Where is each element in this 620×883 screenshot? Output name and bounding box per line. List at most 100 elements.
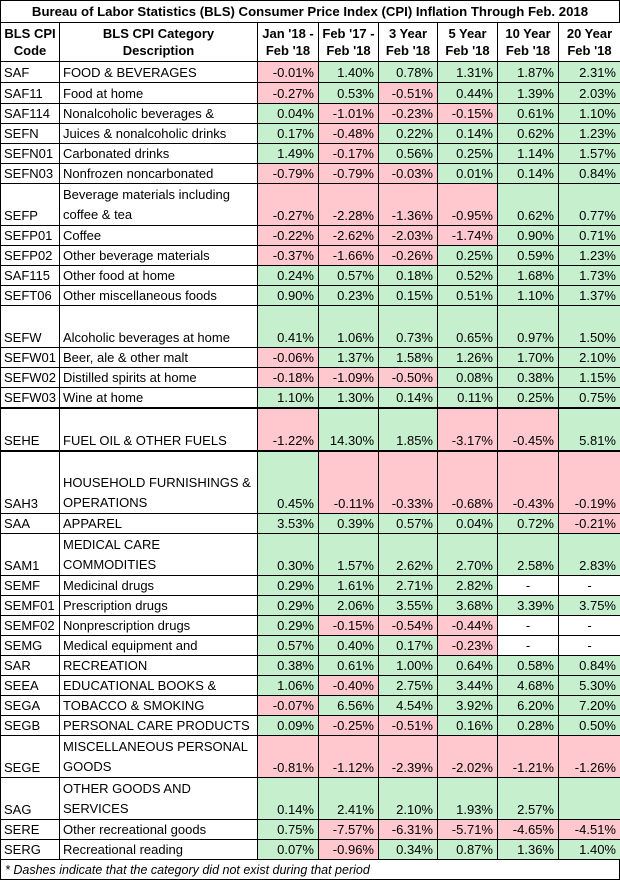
cell-description: Nonfrozen noncarbonated: [59, 163, 258, 184]
cell-value: 2.75%: [378, 675, 438, 696]
cell-value: 4.54%: [378, 695, 438, 716]
cell-value: 2.58%: [497, 533, 559, 576]
cell-value: 0.61%: [497, 103, 559, 124]
cell-value: -0.17%: [318, 143, 379, 164]
header-5-year: 5 Year Feb '18: [437, 22, 498, 62]
cell-code: SAG: [0, 777, 60, 820]
cell-code: SEGA: [0, 695, 60, 716]
table-row: SAG OTHER GOODS AND SERVICES 0.14% 2.41% 2.1…: [0, 777, 620, 820]
cell-value: 0.78%: [378, 61, 438, 83]
cell-value: 2.83%: [558, 533, 620, 576]
cell-code: SEMF02: [0, 615, 60, 636]
cell-value: -: [558, 635, 620, 656]
cell-value: 0.09%: [257, 715, 319, 736]
cell-description: Beverage materials including coffee & te…: [59, 183, 258, 226]
cell-value: 1.31%: [437, 61, 498, 83]
table-row: SEGB PERSONAL CARE PRODUCTS 0.09% -0.25% -0.…: [0, 715, 620, 736]
cell-value: 3.92%: [437, 695, 498, 716]
cell-value: 1.15%: [558, 367, 620, 388]
cell-value: -0.51%: [378, 715, 438, 736]
cell-code: SEFN01: [0, 143, 60, 164]
cell-value: -0.43%: [497, 450, 559, 514]
header-line: Feb '17 -: [322, 26, 375, 41]
header-line: BLS CPI: [4, 26, 56, 41]
table-row: SEMG Medical equipment and 0.57% 0.40% 0.17%…: [0, 635, 620, 656]
header-line: Feb '18: [445, 43, 490, 58]
table-row: SEFN03 Nonfrozen noncarbonated -0.79% -0.79…: [0, 163, 620, 184]
table-row: SERE Other recreational goods 0.75% -7.57% -…: [0, 819, 620, 840]
cell-value: 0.71%: [558, 225, 620, 246]
header-line: Code: [13, 43, 47, 58]
table-row: SAA APPAREL 3.53% 0.39% 0.57% 0.04% 0.72% -0.21…: [0, 513, 620, 534]
cell-value: 0.23%: [318, 285, 379, 306]
cell-value: 1.06%: [318, 305, 379, 348]
cell-description: RECREATION: [59, 655, 258, 676]
cell-description: Carbonated drinks: [59, 143, 258, 164]
cell-value: 0.29%: [257, 595, 319, 616]
cell-value: 1.23%: [558, 123, 620, 144]
cell-value: 0.29%: [257, 575, 319, 596]
cell-value: -0.68%: [437, 450, 498, 514]
cell-description: Food at home: [59, 82, 258, 104]
cell-code: SEMG: [0, 635, 60, 656]
cell-value: 3.44%: [437, 675, 498, 696]
table-body: SAF FOOD & BEVERAGES -0.01% 1.40% 0.78% 1.31%…: [0, 61, 620, 860]
cell-value: -1.22%: [257, 407, 319, 452]
header-line: Jan '18 -: [262, 26, 314, 41]
cell-description: Other food at home: [59, 265, 258, 286]
header-line: Feb '18: [326, 43, 371, 58]
header-3-year: 3 Year Feb '18: [378, 22, 438, 62]
cell-value: 4.68%: [497, 675, 559, 696]
cell-value: 0.30%: [257, 533, 319, 576]
cell-value: 0.50%: [558, 715, 620, 736]
cell-value: 0.87%: [437, 839, 498, 860]
cell-value: -0.19%: [558, 450, 620, 514]
cell-value: 0.65%: [437, 305, 498, 348]
cell-code: SEMF: [0, 575, 60, 596]
cell-value: 2.62%: [378, 533, 438, 576]
cell-value: 1.68%: [497, 265, 559, 286]
cell-value: -0.96%: [318, 839, 379, 860]
table-row: SEGE MISCELLANEOUS PERSONAL GOODS -0.81% -1…: [0, 735, 620, 778]
cell-description: Prescription drugs: [59, 595, 258, 616]
footnote: * Dashes indicate that the category did …: [0, 860, 620, 880]
cell-value: -1.74%: [437, 225, 498, 246]
cell-value: 2.57%: [497, 777, 559, 820]
header-line: Description: [122, 43, 195, 58]
header-line: 3 Year: [388, 26, 428, 41]
table-row: SAH3 HOUSEHOLD FURNISHINGS & OPERATIONS 0.…: [0, 450, 620, 514]
cell-value: 1.06%: [257, 675, 319, 696]
cell-value: 0.45%: [257, 450, 319, 514]
cell-description: Coffee: [59, 225, 258, 246]
header-line: Feb '18: [567, 43, 612, 58]
cell-description: Wine at home: [59, 387, 258, 409]
cell-value: -0.79%: [318, 163, 379, 184]
cell-value: 0.14%: [437, 123, 498, 144]
header-line: BLS CPI Category: [102, 26, 215, 41]
cell-value: -0.23%: [378, 103, 438, 124]
cell-value: -0.11%: [318, 450, 379, 514]
table-row: SAF114 Nonalcoholic beverages & 0.04% -1.01…: [0, 103, 620, 124]
cell-value: 0.04%: [437, 513, 498, 534]
cell-value: 0.24%: [257, 265, 319, 286]
cell-description: Nonalcoholic beverages &: [59, 103, 258, 124]
cell-value: 1.85%: [378, 407, 438, 452]
table-row: SEFW03 Wine at home 1.10% 1.30% 0.14% 0.11% 0.…: [0, 387, 620, 409]
cell-description: FOOD & BEVERAGES: [59, 61, 258, 83]
cell-value: -0.48%: [318, 123, 379, 144]
cell-value: 1.23%: [558, 245, 620, 266]
cell-code: SEFN03: [0, 163, 60, 184]
cell-code: SAM1: [0, 533, 60, 576]
cell-value: -0.51%: [378, 82, 438, 104]
cell-description: APPAREL: [59, 513, 258, 534]
cell-value: 2.06%: [318, 595, 379, 616]
cell-value: 0.07%: [257, 839, 319, 860]
table-row: SEFN Juices & nonalcoholic drinks 0.17% -0.…: [0, 123, 620, 144]
cell-value: 0.14%: [257, 777, 319, 820]
cell-value: 1.14%: [497, 143, 559, 164]
cell-description: OTHER GOODS AND SERVICES: [59, 777, 258, 820]
table-row: SAR RECREATION 0.38% 0.61% 1.00% 0.64% 0.58% 0.…: [0, 655, 620, 676]
cell-value: 0.61%: [318, 655, 379, 676]
cell-value: 0.40%: [318, 635, 379, 656]
cell-value: 5.81%: [558, 407, 620, 452]
